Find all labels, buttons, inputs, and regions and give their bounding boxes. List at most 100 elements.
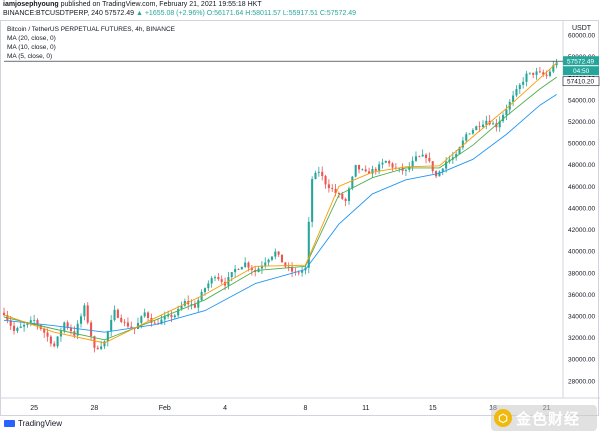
candle-body	[458, 147, 461, 154]
x-tick-label: 15	[429, 405, 437, 412]
candle-body	[190, 304, 193, 306]
chart-legend: Bitcoin / TetherUS PERPETUAL FUTURES, 4h…	[7, 25, 175, 61]
candle-body	[143, 312, 146, 317]
candle-body	[247, 262, 250, 268]
candle-body	[528, 72, 531, 74]
candle-body	[297, 272, 300, 274]
candle-body	[270, 256, 273, 260]
candle-body	[86, 305, 89, 323]
ohlc-text: O:56171.64 H:58011.57 L:55917.51 C:57572…	[206, 10, 357, 17]
countdown-label: 04:50	[573, 68, 590, 75]
candle-body	[287, 266, 290, 268]
candle-body	[471, 130, 474, 134]
candle-body	[26, 322, 29, 325]
candle-body	[411, 160, 414, 167]
candle-body	[13, 325, 16, 331]
candle-body	[538, 71, 541, 73]
candle-body	[19, 326, 22, 328]
legend-ma10[interactable]: MA (10, close, 0)	[7, 44, 56, 51]
price-axis-currency: USDT	[572, 25, 592, 32]
candle-body	[455, 153, 458, 158]
candle-body	[39, 324, 42, 330]
candle-body	[274, 251, 277, 257]
candle-body	[76, 323, 79, 336]
candle-body	[388, 160, 391, 164]
y-tick-label: 38000.00	[568, 270, 595, 277]
y-tick-label: 46000.00	[568, 184, 595, 191]
candle-body	[552, 65, 555, 72]
candle-body	[163, 316, 166, 320]
candle-body	[100, 346, 103, 349]
change-text: ▲ +1655.08 (+2.96%)	[135, 10, 205, 17]
publisher-line: iamjosephyoung published on TradingView.…	[3, 1, 262, 8]
y-tick-label: 36000.00	[568, 292, 595, 299]
candle-body	[280, 254, 284, 263]
candle-body	[414, 156, 418, 161]
candle-body	[277, 251, 280, 255]
candle-body	[354, 164, 357, 177]
candle-body	[96, 347, 99, 349]
candle-body	[324, 176, 327, 185]
legend-ma20[interactable]: MA (20, close, 0)	[7, 35, 56, 42]
y-tick-label: 44000.00	[568, 205, 595, 212]
candle-body	[518, 84, 521, 90]
symbol-text: BINANCE:BTCUSDTPERP, 240	[3, 10, 103, 17]
candle-body	[522, 81, 525, 85]
y-tick-label: 50000.00	[568, 141, 595, 148]
candle-body	[93, 336, 96, 348]
candle-body	[418, 156, 421, 158]
candle-body	[475, 126, 478, 131]
candle-body	[351, 176, 354, 189]
candle-body	[126, 322, 129, 327]
candle-body	[491, 123, 495, 125]
candle-body	[317, 171, 320, 173]
candle-body	[260, 265, 263, 269]
candle-body	[465, 134, 468, 141]
candle-body	[69, 327, 73, 332]
candle-body	[461, 140, 464, 148]
candle-body	[16, 327, 19, 331]
tradingview-brand: TradingView	[18, 419, 63, 428]
candle-body	[83, 305, 86, 317]
candle-body	[116, 309, 119, 318]
ma20-line	[3, 94, 557, 333]
publisher-name[interactable]: iamjosephyoung	[3, 1, 59, 8]
tradingview-logo[interactable]: TradingView	[4, 419, 62, 428]
candle-body	[535, 71, 538, 75]
candlestick-chart[interactable]: USDT 28000.00 30000.00 32000.00 34000.00 3600…	[0, 20, 600, 417]
candle-body	[428, 157, 431, 162]
candle-body	[240, 266, 243, 270]
candle-body	[56, 336, 59, 347]
candle-body	[505, 109, 508, 116]
watermark-logo-icon: ⬡	[494, 409, 512, 427]
candle-body	[381, 162, 384, 165]
candle-body	[167, 315, 170, 317]
candle-body	[421, 154, 424, 157]
y-tick-label: 34000.00	[568, 314, 595, 321]
candle-body	[401, 167, 404, 171]
x-tick-label: 25	[30, 405, 38, 412]
candle-body	[203, 288, 207, 293]
candle-body	[498, 121, 501, 128]
candle-body	[120, 317, 123, 322]
legend-ma5[interactable]: MA (5, close, 0)	[7, 53, 53, 60]
x-tick-label: 11	[362, 405, 369, 412]
candle-body	[244, 262, 247, 267]
countdown-tag	[563, 66, 599, 76]
candle-body	[43, 329, 46, 333]
candle-body	[327, 184, 330, 189]
watermark: ⬡ 金色财经	[491, 405, 597, 431]
candle-body	[284, 262, 287, 267]
candle-body	[230, 272, 233, 278]
chart-frame	[0, 20, 599, 416]
candle-body	[183, 300, 186, 306]
candle-body	[374, 169, 377, 171]
candle-body	[441, 168, 444, 172]
candle-body	[391, 163, 394, 168]
candle-body	[193, 304, 196, 308]
candle-body	[146, 312, 150, 318]
y-tick-label: 28000.00	[568, 378, 595, 385]
candle-body	[103, 341, 106, 347]
candle-body	[29, 320, 32, 323]
candle-body	[334, 188, 337, 194]
